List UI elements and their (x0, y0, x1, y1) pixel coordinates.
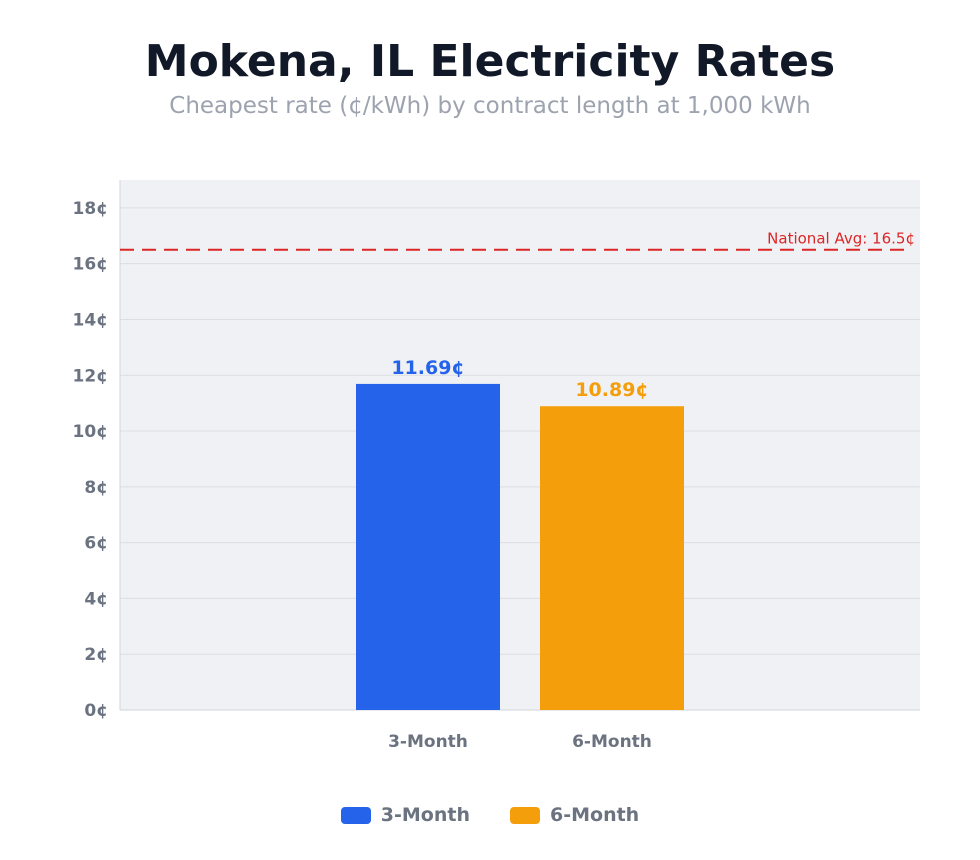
y-tick-label: 10¢ (73, 422, 109, 442)
data-label: 10.89¢ (575, 379, 648, 401)
legend: 3-Month 6-Month (0, 804, 980, 826)
chart-subtitle: Cheapest rate (¢/kWh) by contract length… (169, 93, 811, 119)
y-tick-label: 18¢ (73, 199, 109, 219)
legend-label: 3-Month (380, 804, 470, 826)
bar-6-month (540, 406, 684, 710)
y-tick-label: 6¢ (84, 534, 108, 554)
y-tick-label: 2¢ (84, 645, 108, 665)
y-tick-label: 12¢ (73, 366, 109, 386)
bar-3-month (356, 383, 500, 710)
legend-label: 6-Month (550, 804, 640, 826)
legend-item-6-month[interactable]: 6-Month (510, 804, 639, 826)
y-tick-label: 16¢ (73, 255, 109, 275)
national-average-label: National Avg: 16.5¢ (767, 230, 915, 248)
data-label: 11.69¢ (391, 357, 464, 379)
chart-title: Mokena, IL Electricity Rates (144, 36, 836, 87)
legend-item-3-month[interactable]: 3-Month (340, 804, 470, 826)
y-tick-label: 14¢ (73, 310, 109, 330)
y-tick-label: 8¢ (84, 478, 108, 498)
legend-swatch (510, 806, 540, 824)
plot-area (120, 180, 920, 710)
y-tick-label: 4¢ (84, 589, 108, 609)
legend-swatch (340, 806, 371, 824)
x-tick-label: 3-Month (388, 732, 468, 752)
y-tick-label: 0¢ (84, 701, 108, 721)
x-tick-label: 6-Month (572, 732, 652, 752)
